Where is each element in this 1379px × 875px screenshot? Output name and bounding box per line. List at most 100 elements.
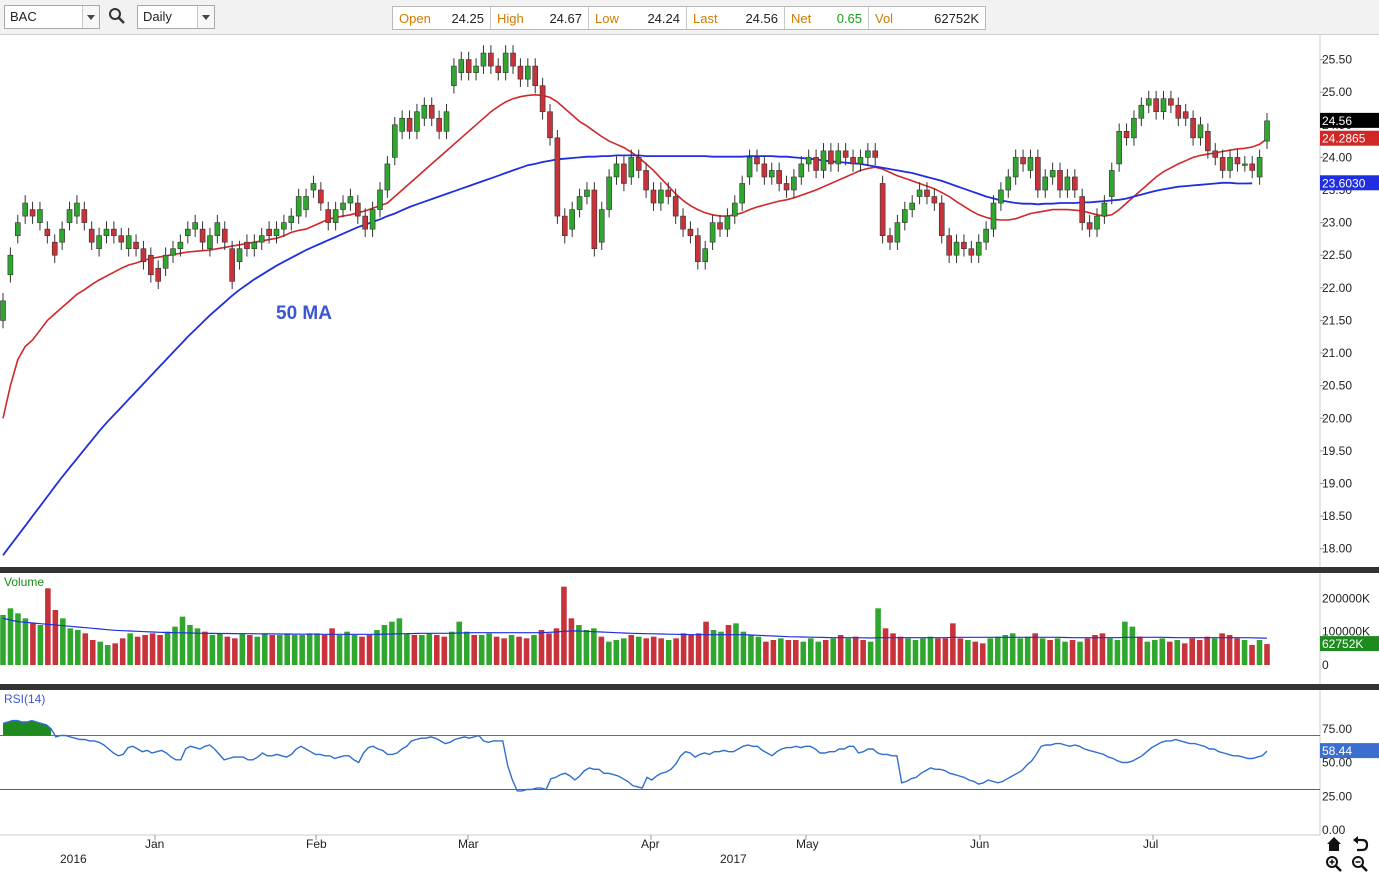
volume-bar (553, 628, 560, 665)
candle-body (406, 117, 413, 132)
volume-bar (179, 616, 186, 665)
candle-body (517, 65, 524, 80)
candle-body (332, 209, 339, 223)
volume-bar (658, 638, 664, 665)
volume-bar (1189, 638, 1195, 665)
volume-badge (1320, 636, 1379, 652)
candle-body (125, 235, 132, 249)
candle-body (724, 215, 731, 230)
volume-bar (643, 638, 650, 665)
candle-body (177, 241, 184, 249)
chart-background (0, 35, 1379, 875)
volume-bar (920, 638, 926, 665)
candle-body (1064, 176, 1071, 191)
candle-body (872, 150, 879, 158)
volume-bar (463, 631, 470, 665)
volume-bar (164, 631, 171, 665)
volume-bar (950, 623, 956, 665)
year-label: 2017 (720, 852, 747, 866)
volume-bar (254, 636, 261, 665)
rsi-line (2, 719, 1268, 792)
candle-body (791, 176, 797, 191)
volume-bar (875, 608, 881, 665)
volume-bar (359, 636, 365, 665)
candle-body (709, 222, 716, 243)
rsi-overbought-fill (3, 720, 52, 736)
candle-body (295, 196, 302, 217)
volume-bar (30, 623, 36, 665)
volume-bar (1099, 633, 1106, 665)
volume-bar (1137, 636, 1143, 665)
volume-bar (665, 640, 672, 665)
price-badges: 24.56 24.2865 23.6030 (1320, 112, 1379, 191)
candle-body (938, 202, 945, 236)
quote-net: Net 0.65 (785, 7, 869, 29)
volume-bar (635, 636, 642, 665)
candle-body (1182, 111, 1189, 119)
volume-bar (733, 623, 739, 665)
symbol-input[interactable]: BAC (4, 5, 100, 29)
volume-bar (344, 631, 350, 665)
candle-body (1190, 117, 1196, 139)
candle-body (1086, 222, 1093, 230)
candle-body (968, 248, 975, 256)
quote-open: Open 24.25 (393, 7, 491, 29)
zoom-out-icon[interactable] (1352, 856, 1368, 872)
volume-bar (112, 643, 118, 665)
volume-bar (276, 635, 283, 665)
candle-body (1205, 131, 1211, 152)
chevron-down-icon[interactable] (82, 6, 99, 28)
candle-body (539, 85, 546, 113)
candle-body (591, 189, 598, 249)
candle-body (51, 241, 58, 256)
chevron-down-icon[interactable] (197, 6, 214, 28)
candle-body (731, 202, 738, 217)
candle-body (924, 189, 930, 197)
period-select[interactable]: Daily (137, 5, 215, 29)
candle-body (0, 300, 6, 321)
candle-body (902, 209, 908, 223)
search-icon[interactable] (106, 5, 128, 27)
candle-body (192, 222, 198, 230)
volume-bar (837, 635, 844, 665)
volume-bar (7, 608, 14, 665)
candle-body (391, 124, 398, 158)
candle-body (931, 196, 938, 204)
volume-bar (852, 636, 859, 665)
candle-body (502, 52, 509, 73)
home-icon[interactable] (1327, 837, 1341, 851)
candle-body (495, 65, 502, 73)
candle-body (221, 228, 228, 243)
volume-bar (942, 638, 949, 665)
volume-bar (67, 628, 74, 665)
volume-bar (1241, 640, 1248, 665)
candle-body (1138, 104, 1145, 119)
candle-body (133, 241, 139, 249)
quote-value: 24.56 (745, 10, 778, 26)
volume-bar (628, 635, 635, 665)
chart-area[interactable]: 25.5025.0024.5024.0023.5023.0022.5022.00… (0, 35, 1379, 875)
price-badge-text: 24.2865 (1322, 132, 1366, 146)
candle-body (680, 215, 686, 230)
volume-bar (1166, 641, 1173, 665)
candle-body (953, 241, 960, 256)
volume-bar (568, 618, 575, 665)
zoom-in-icon[interactable] (1326, 856, 1342, 872)
candle-body (318, 189, 324, 204)
quote-last: Last 24.56 (687, 7, 785, 29)
candle-body (842, 150, 849, 158)
undo-icon[interactable] (1353, 836, 1369, 852)
candle-body (1227, 157, 1233, 171)
price-badge (1320, 130, 1379, 146)
volume-bar (620, 638, 627, 665)
candle-body (399, 117, 405, 132)
candle-body (436, 117, 442, 132)
volume-tick-label: 200000K (1322, 591, 1370, 605)
volume-bar (374, 630, 380, 665)
candle-body (1264, 120, 1270, 142)
volume-bar (725, 625, 732, 665)
volume-bar (1002, 635, 1009, 665)
candle-body (1256, 157, 1263, 178)
volume-bar (538, 630, 545, 665)
candle-body (258, 235, 265, 243)
